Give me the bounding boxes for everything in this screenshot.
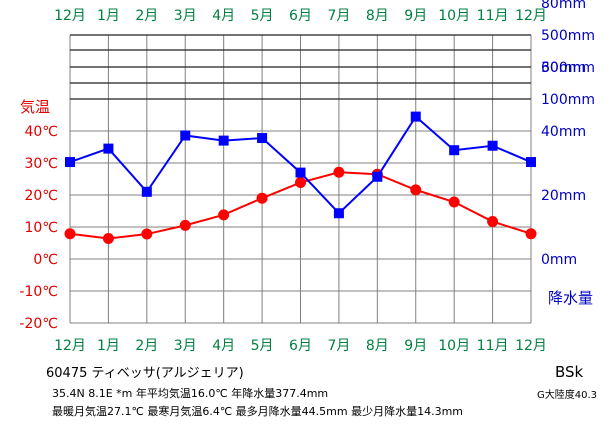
temperature-point [487, 216, 499, 228]
series-layer [64, 111, 537, 245]
precipitation-point [295, 167, 306, 178]
month-label-bottom: 12月 [54, 338, 86, 354]
precipitation-tick-label: 100mm [541, 92, 595, 108]
month-label-bottom: 3月 [174, 338, 197, 354]
precipitation-tick-label: 500mm [541, 28, 595, 44]
temperature-point [141, 228, 153, 240]
temperature-tick-label: 30℃ [24, 156, 58, 172]
precipitation-tick-label: 60mm [541, 60, 586, 76]
precipitation-point [372, 171, 383, 182]
month-label-top: 12月 [54, 8, 86, 24]
month-label-top: 6月 [289, 8, 312, 24]
temperature-point [333, 166, 345, 178]
precipitation-tick-label: 80mm [541, 0, 586, 12]
month-label-bottom: 12月 [515, 338, 547, 354]
precipitation-point [65, 157, 75, 168]
continentality-index: G大陸度40.3 [537, 388, 597, 401]
temperature-point [525, 228, 537, 240]
month-label-top: 7月 [327, 8, 350, 24]
precipitation-point [487, 140, 498, 151]
precipitation-point [449, 145, 460, 156]
month-label-top: 12月 [515, 8, 547, 24]
month-label-top: 1月 [97, 8, 120, 24]
axis-layer: 12月 12月 1月 1月 2月 2月 3月 3月 4月 4月 5月 5月 6月 6月 7月 7月 8月 8月 9月… [19, 0, 595, 354]
month-label-top: 3月 [174, 8, 197, 24]
station-extremes-line: 最暖月気温27.1℃ 最寒月気温6.4℃ 最多月降水量44.5mm 最少月降水量… [52, 404, 463, 418]
temperature-tick-label: -10℃ [19, 284, 58, 300]
temperature-tick-label: -20℃ [19, 316, 58, 332]
month-label-bottom: 9月 [404, 338, 427, 354]
grid-layer [69, 34, 532, 324]
precipitation-tick-label: 40mm [541, 124, 586, 140]
month-label-bottom: 1月 [97, 338, 120, 354]
month-label-bottom: 11月 [477, 338, 509, 354]
precipitation-point [410, 111, 421, 122]
precipitation-tick-label: 300mm [541, 60, 595, 76]
month-label-top: 4月 [212, 8, 235, 24]
month-label-top: 9月 [404, 8, 427, 24]
station-summary-line: 35.4N 8.1E *m 年平均気温16.0℃ 年降水量377.4mm [52, 386, 328, 400]
temperature-axis-title: 気温 [20, 98, 50, 116]
temperature-tick-label: 10℃ [24, 220, 58, 236]
temperature-point [179, 219, 191, 231]
month-label-top: 11月 [477, 8, 509, 24]
station-name: 60475 ティベッサ(アルジェリア) [46, 366, 244, 381]
precipitation-tick-label: 0mm [541, 252, 577, 268]
temperature-point [410, 184, 422, 196]
temperature-tick-label: 40℃ [24, 124, 58, 140]
month-label-top: 10月 [438, 8, 470, 24]
temperature-point [295, 177, 306, 189]
climate-class: BSk [555, 363, 584, 381]
month-label-top: 5月 [251, 8, 274, 24]
temperature-point [102, 233, 114, 245]
month-label-bottom: 10月 [438, 338, 470, 354]
temperature-point [448, 196, 460, 208]
month-label-top: 8月 [366, 8, 389, 24]
precipitation-point [333, 208, 344, 219]
precipitation-point [526, 157, 536, 168]
month-label-bottom: 8月 [366, 338, 389, 354]
temperature-point [64, 228, 76, 240]
precipitation-tick-label: 20mm [541, 188, 586, 204]
temperature-tick-label: 20℃ [24, 188, 58, 204]
month-label-bottom: 5月 [251, 338, 274, 354]
precipitation-point [257, 133, 268, 144]
precipitation-point [103, 143, 114, 154]
precipitation-point [180, 130, 191, 141]
month-label-bottom: 7月 [327, 338, 350, 354]
month-label-bottom: 6月 [289, 338, 312, 354]
precipitation-point [141, 186, 152, 197]
temperature-point [218, 209, 230, 221]
month-label-bottom: 2月 [135, 338, 158, 354]
month-label-bottom: 4月 [212, 338, 235, 354]
precipitation-point [218, 135, 229, 146]
precipitation-axis-title: 降水量 [548, 289, 593, 307]
month-label-top: 2月 [135, 8, 158, 24]
temperature-tick-label: 0℃ [33, 252, 58, 268]
temperature-point [256, 192, 268, 204]
